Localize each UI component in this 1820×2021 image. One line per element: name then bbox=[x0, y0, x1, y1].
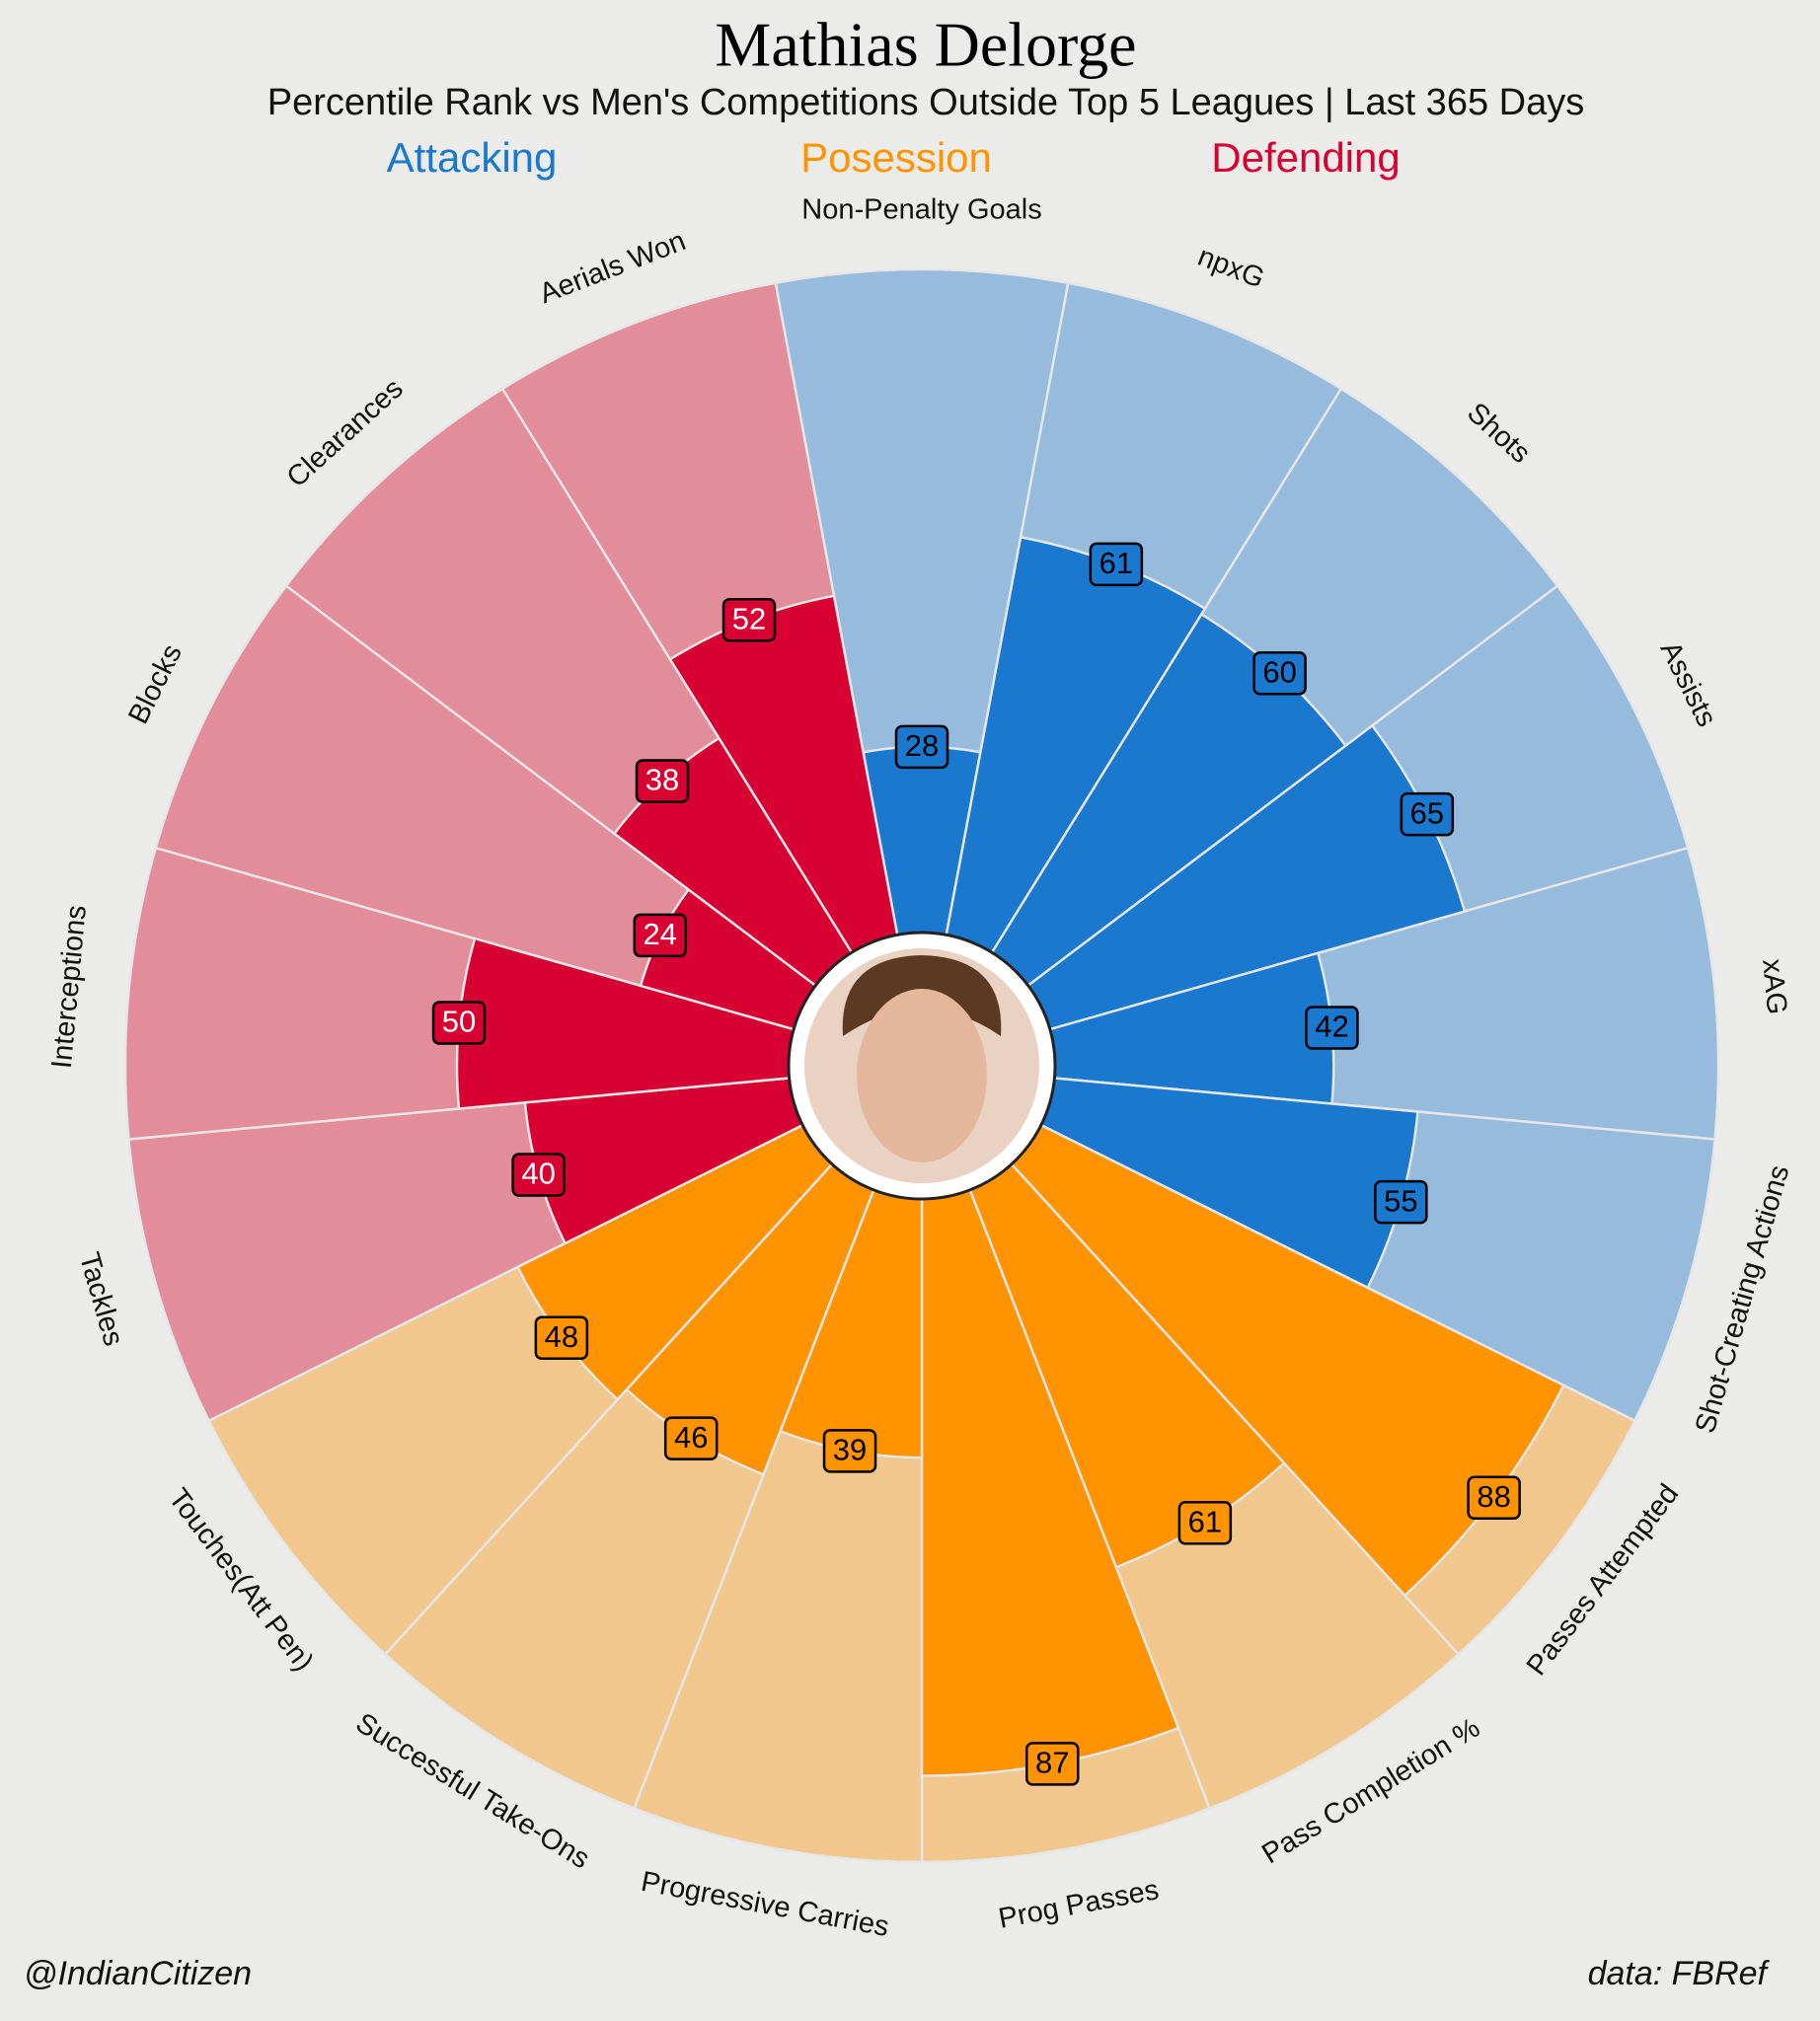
value-label: 61 bbox=[1188, 1504, 1222, 1538]
value-label: 61 bbox=[1100, 546, 1133, 580]
legend-entry: Attacking bbox=[387, 134, 558, 181]
category-label: xAG bbox=[1756, 957, 1792, 1015]
value-box bbox=[1089, 542, 1144, 587]
credit: @IndianCitizen bbox=[24, 1955, 252, 1992]
value-box bbox=[822, 1429, 877, 1473]
player-face bbox=[857, 989, 987, 1162]
chart-title: Mathias Delorge bbox=[715, 10, 1136, 80]
value-box bbox=[1305, 1006, 1359, 1050]
value-box bbox=[894, 724, 949, 770]
value-label: 48 bbox=[545, 1319, 578, 1354]
bars bbox=[455, 535, 1565, 1777]
value-label: 55 bbox=[1384, 1183, 1417, 1218]
value-box bbox=[1467, 1475, 1521, 1520]
value-label: 24 bbox=[644, 917, 677, 951]
value-box bbox=[431, 1001, 487, 1045]
value-box bbox=[1177, 1501, 1233, 1545]
value-box bbox=[1374, 1179, 1428, 1225]
value-label: 87 bbox=[1035, 1746, 1069, 1780]
value-label: 50 bbox=[442, 1005, 476, 1039]
value-box bbox=[1252, 651, 1307, 696]
value-label: 46 bbox=[674, 1420, 708, 1455]
chart-subtitle: Percentile Rank vs Men's Competitions Ou… bbox=[267, 82, 1584, 123]
value-box bbox=[511, 1153, 566, 1197]
value-box bbox=[663, 1416, 719, 1460]
value-box bbox=[633, 913, 688, 958]
value-label: 28 bbox=[905, 728, 939, 763]
value-label: 52 bbox=[732, 601, 766, 636]
category-label: Non-Penalty Goals bbox=[801, 194, 1041, 226]
value-label: 39 bbox=[833, 1433, 867, 1467]
value-label: 65 bbox=[1410, 795, 1444, 830]
value-label: 60 bbox=[1262, 654, 1296, 689]
value-box bbox=[534, 1315, 589, 1360]
value-box bbox=[1024, 1742, 1080, 1786]
value-box bbox=[1400, 791, 1455, 837]
value-label: 38 bbox=[645, 763, 679, 797]
value-box bbox=[721, 598, 777, 642]
value-label: 40 bbox=[521, 1157, 555, 1191]
legend-entry: Defending bbox=[1211, 134, 1400, 181]
legend-entry: Posession bbox=[800, 134, 992, 181]
value-label: 88 bbox=[1477, 1479, 1510, 1514]
source: data: FBRef bbox=[1588, 1955, 1771, 1992]
value-box bbox=[635, 759, 690, 803]
value-label: 42 bbox=[1315, 1010, 1348, 1044]
